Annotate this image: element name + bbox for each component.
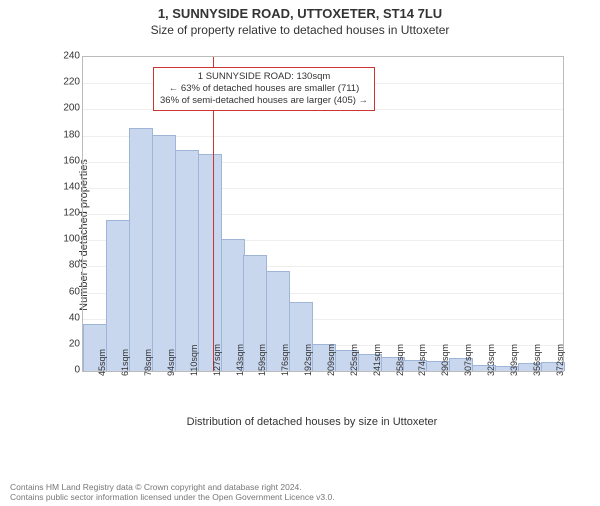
footer-line-1: Contains HM Land Registry data © Crown c… [10,482,590,492]
plot-area: 1 SUNNYSIDE ROAD: 130sqm← 63% of detache… [82,56,564,372]
x-axis-label: Distribution of detached houses by size … [52,416,572,428]
x-tick: 356sqm [532,344,542,376]
x-tick: 209sqm [326,344,336,376]
annotation-line: 1 SUNNYSIDE ROAD: 130sqm [160,71,368,83]
y-tick: 80 [60,260,80,271]
footer-attribution: Contains HM Land Registry data © Crown c… [10,482,590,502]
y-tick: 60 [60,286,80,297]
x-tick: 274sqm [417,344,427,376]
x-tick: 372sqm [555,344,565,376]
x-tick: 225sqm [349,344,359,376]
x-tick: 241sqm [372,344,382,376]
x-tick: 45sqm [97,349,107,376]
x-tick: 61sqm [120,349,130,376]
x-tick: 323sqm [486,344,496,376]
y-tick: 100 [60,234,80,245]
y-tick: 40 [60,312,80,323]
x-tick: 339sqm [509,344,519,376]
y-tick: 20 [60,338,80,349]
histogram-chart: Number of detached properties 1 SUNNYSID… [52,50,572,420]
x-tick: 143sqm [235,344,245,376]
annotation-line: 36% of semi-detached houses are larger (… [160,95,368,107]
histogram-bar [152,135,176,372]
x-tick: 94sqm [166,349,176,376]
y-tick: 240 [60,51,80,62]
x-tick: 78sqm [143,349,153,376]
x-tick: 192sqm [303,344,313,376]
y-tick: 140 [60,181,80,192]
x-tick: 110sqm [189,345,199,376]
histogram-bar [129,128,153,371]
histogram-bar [198,154,222,371]
x-tick: 258sqm [395,344,405,376]
y-tick: 120 [60,208,80,219]
y-tick: 200 [60,103,80,114]
y-tick: 220 [60,77,80,88]
y-tick: 0 [60,365,80,376]
x-tick: 290sqm [440,344,450,376]
footer-line-2: Contains public sector information licen… [10,492,590,502]
y-tick: 160 [60,155,80,166]
page-subtitle: Size of property relative to detached ho… [0,23,600,37]
x-tick: 127sqm [212,344,222,376]
x-tick: 307sqm [463,344,473,376]
x-tick: 159sqm [257,344,267,376]
page-title: 1, SUNNYSIDE ROAD, UTTOXETER, ST14 7LU [0,6,600,21]
x-tick: 176sqm [280,344,290,376]
annotation-box: 1 SUNNYSIDE ROAD: 130sqm← 63% of detache… [153,67,375,111]
annotation-line: ← 63% of detached houses are smaller (71… [160,83,368,95]
histogram-bar [175,150,199,371]
y-tick: 180 [60,129,80,140]
